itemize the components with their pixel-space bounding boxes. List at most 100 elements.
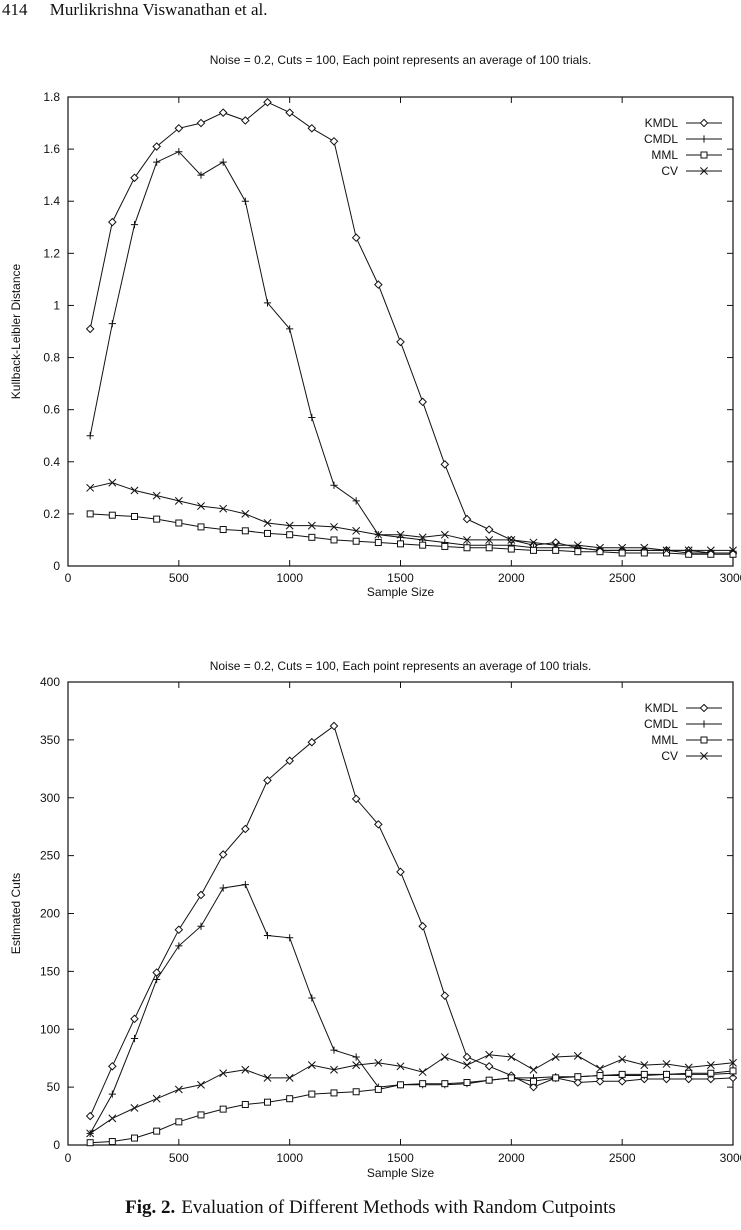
mml-line	[90, 1070, 734, 1144]
cv-point	[573, 541, 582, 550]
kmdl-point	[241, 116, 250, 125]
mml-point	[131, 1134, 138, 1142]
mml-point	[352, 537, 360, 545]
x-tick-label: 500	[169, 1151, 189, 1165]
cv-point	[374, 1058, 383, 1067]
mml-point	[530, 1077, 537, 1085]
kmdl-point	[418, 397, 427, 407]
cv-point	[529, 1065, 538, 1074]
mml-point	[330, 1089, 338, 1097]
mml-point	[507, 545, 515, 553]
cv-point	[596, 543, 604, 552]
mml-point	[485, 1076, 493, 1084]
cmdl-point	[263, 931, 272, 940]
kmdl-point	[329, 721, 339, 731]
kmdl-point	[130, 1014, 139, 1024]
mml-point	[485, 544, 493, 552]
cmdl-point	[308, 994, 316, 1002]
cmdl-point	[153, 158, 161, 166]
legend-label: KMDL	[645, 701, 679, 715]
cv-point	[197, 502, 205, 511]
legend-label: KMDL	[645, 116, 679, 130]
kmdl-point	[108, 1061, 117, 1071]
series-kmdl	[85, 721, 738, 1121]
chart-title: Noise = 0.2, Cuts = 100, Each point repr…	[210, 53, 592, 67]
cv-point	[640, 543, 649, 552]
cv-point	[485, 535, 494, 544]
kmdl-point	[728, 1073, 738, 1083]
kmdl-point	[595, 1077, 605, 1086]
y-tick-label: 250	[40, 849, 60, 863]
figure-caption-text: Evaluation of Different Methods with Ran…	[181, 1197, 616, 1218]
y-tick-label: 0.8	[43, 351, 60, 365]
mml-point	[441, 542, 449, 550]
cmdl-point	[175, 942, 183, 950]
mml-point	[663, 1070, 670, 1078]
kmdl-point	[307, 123, 317, 133]
kmdl-point	[617, 1077, 627, 1086]
legend-marker-x-icon	[700, 752, 708, 760]
legend-label: MML	[651, 148, 678, 162]
kmdl-point	[85, 324, 95, 334]
y-tick-label: 200	[40, 907, 60, 921]
mml-point	[219, 526, 227, 534]
cmdl-point	[197, 922, 205, 930]
x-tick-label: 2000	[498, 571, 525, 585]
cv-point	[263, 519, 272, 527]
kmdl-point	[174, 925, 184, 935]
kmdl-line	[89, 101, 733, 554]
mml-point	[618, 549, 626, 557]
cmdl-point	[241, 197, 249, 205]
cv-point	[174, 1085, 183, 1094]
y-tick-label: 0.4	[43, 455, 60, 469]
mml-point	[729, 550, 737, 558]
cv-line	[90, 482, 733, 551]
kmdl-point	[152, 142, 161, 151]
chart-2: Noise = 0.2, Cuts = 100, Each point repr…	[9, 659, 741, 1180]
cv-point	[241, 509, 250, 518]
cv-point	[507, 535, 516, 544]
mml-point	[352, 1088, 360, 1096]
cv-point	[662, 1060, 671, 1068]
mml-point	[374, 539, 382, 547]
mml-point	[108, 511, 116, 519]
y-tick-label: 300	[40, 791, 60, 805]
mml-point	[530, 546, 537, 554]
legend-marker-plus-icon	[700, 720, 708, 728]
cmdl-point	[308, 413, 316, 422]
cmdl-point	[352, 1053, 360, 1061]
legend-label: CV	[661, 749, 678, 763]
kmdl-point	[241, 824, 250, 834]
kmdl-point	[174, 123, 184, 133]
x-tick-label: 0	[65, 1151, 72, 1165]
cv-point	[108, 478, 117, 487]
series-cv	[86, 1050, 737, 1138]
y-tick-label: 1.8	[43, 90, 60, 104]
cv-point	[440, 530, 449, 539]
mml-point	[286, 531, 294, 539]
kmdl-point	[285, 108, 294, 117]
cv-point	[307, 521, 316, 530]
kmdl-point	[307, 737, 317, 747]
cv-point	[241, 1065, 250, 1074]
kmdl-point	[440, 460, 450, 469]
cmdl-point	[219, 884, 227, 892]
series-cv	[86, 478, 737, 555]
plot-frame	[67, 96, 734, 567]
mml-point	[552, 546, 560, 554]
cv-point	[551, 541, 560, 550]
mml-point	[286, 1095, 294, 1103]
mml-point	[241, 1100, 249, 1108]
page-header: 414 Murlikrishna Viswanathan et al.	[2, 0, 267, 20]
y-tick-label: 100	[40, 1022, 60, 1036]
kmdl-point	[218, 850, 228, 859]
kmdl-point	[484, 525, 494, 534]
mml-point	[153, 515, 161, 523]
kmdl-point	[108, 217, 117, 227]
cv-point	[596, 1064, 604, 1073]
x-tick-label: 0	[65, 571, 72, 585]
cv-point	[684, 1063, 693, 1072]
mml-point	[264, 529, 271, 537]
mml-point	[685, 1069, 693, 1077]
